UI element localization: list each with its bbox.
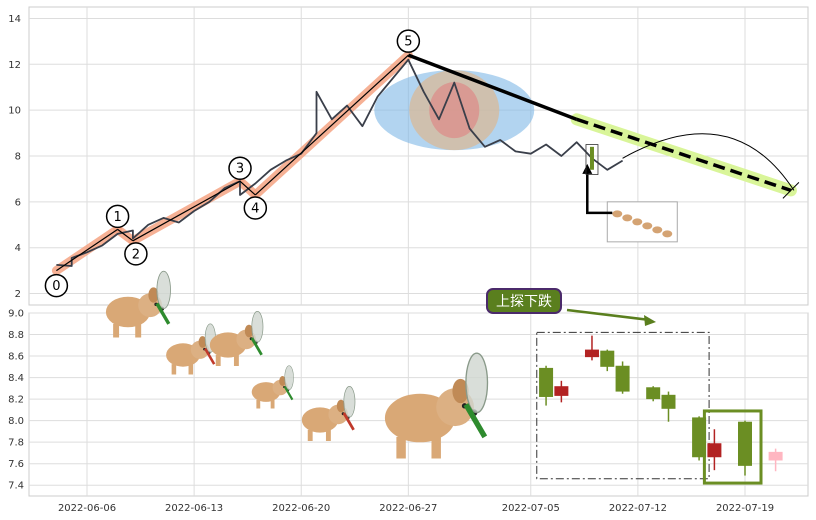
candle-ytick-label: 8.0 bbox=[8, 416, 24, 427]
dog-bottle bbox=[250, 337, 263, 356]
dog-ear bbox=[452, 378, 469, 404]
wave-line bbox=[239, 180, 256, 196]
date-tick-label: 2022-07-19 bbox=[716, 503, 774, 514]
candle-ytick-label: 8.4 bbox=[8, 373, 24, 384]
date-tick-label: 2022-07-12 bbox=[609, 503, 667, 514]
candle-ytick-label: 8.8 bbox=[8, 330, 24, 341]
candle-ytick-label: 7.4 bbox=[8, 481, 24, 492]
wave-line bbox=[56, 228, 118, 272]
price-ytick-label: 2 bbox=[15, 289, 21, 300]
wave-marker bbox=[44, 273, 69, 298]
dog-ear bbox=[148, 287, 159, 303]
dog-bottle bbox=[203, 347, 216, 365]
date-tick-label: 2022-06-27 bbox=[379, 503, 437, 514]
projection-arc bbox=[622, 133, 795, 191]
candle-body bbox=[539, 367, 554, 397]
dog-icon bbox=[209, 311, 264, 366]
candle-body bbox=[661, 394, 676, 409]
wave-marker bbox=[124, 242, 148, 266]
dog-ear bbox=[244, 324, 254, 338]
inset-dog-icon bbox=[652, 226, 663, 234]
dog-bottle bbox=[283, 385, 294, 401]
inset-dog-icon bbox=[622, 214, 633, 222]
inset-arrow bbox=[586, 168, 613, 215]
candle-body bbox=[584, 349, 599, 358]
candle-body bbox=[707, 443, 722, 458]
wave-label: 2 bbox=[132, 247, 140, 262]
wave-label: 3 bbox=[236, 162, 244, 177]
price-ytick-label: 14 bbox=[8, 14, 21, 25]
price-ytick-label: 10 bbox=[8, 106, 21, 117]
date-tick-label: 2022-07-05 bbox=[502, 503, 560, 514]
candle-ytick-label: 7.8 bbox=[8, 438, 24, 449]
mini-candle-box bbox=[585, 144, 599, 175]
wave-line bbox=[117, 228, 134, 242]
decorations bbox=[105, 270, 489, 459]
highlight-box bbox=[702, 409, 763, 485]
annotation-arrow bbox=[566, 308, 651, 322]
dog-ear bbox=[279, 376, 286, 386]
dog-icon bbox=[384, 352, 489, 459]
wave-line bbox=[254, 54, 409, 196]
dog-icon bbox=[251, 365, 294, 409]
dog-wing bbox=[156, 270, 171, 310]
candle-body bbox=[738, 421, 752, 466]
candle-body bbox=[692, 417, 707, 458]
wave-marker bbox=[243, 196, 268, 220]
dog-icon bbox=[166, 323, 216, 375]
wave-marker bbox=[396, 29, 421, 53]
zone-ellipse-pink bbox=[429, 82, 480, 139]
price-line bbox=[56, 58, 624, 267]
date-tick-label: 2022-06-20 bbox=[272, 503, 330, 514]
wave-label: 4 bbox=[251, 201, 259, 216]
dog-icon bbox=[301, 386, 356, 441]
date-tick-label: 2022-06-06 bbox=[58, 503, 116, 514]
price-ytick-label: 4 bbox=[15, 243, 21, 254]
wave-line bbox=[132, 180, 241, 242]
inset-dog-icon bbox=[632, 218, 643, 226]
dog-ear bbox=[198, 336, 207, 348]
candle-body bbox=[646, 387, 661, 400]
candle-body bbox=[615, 365, 630, 392]
annotation-badge bbox=[486, 288, 562, 314]
candle-ytick-label: 7.6 bbox=[8, 459, 24, 470]
dog-wing bbox=[465, 352, 489, 414]
candle-body bbox=[600, 350, 615, 367]
dog-ear bbox=[336, 399, 346, 413]
annotation-label: 上探下跌 bbox=[496, 294, 552, 310]
candle-body bbox=[768, 451, 783, 461]
dog-wing bbox=[284, 365, 294, 391]
forecast-solid-line bbox=[407, 53, 578, 121]
date-tick-label: 2022-06-13 bbox=[165, 503, 223, 514]
candle-ytick-label: 9.0 bbox=[8, 309, 24, 320]
annotation-arrowhead bbox=[644, 315, 656, 326]
wave-label: 1 bbox=[113, 210, 121, 225]
price-ytick-label: 8 bbox=[15, 152, 21, 163]
dog-bottle bbox=[342, 412, 355, 431]
projection-tick bbox=[782, 182, 800, 199]
price-ytick-label: 6 bbox=[15, 197, 21, 208]
candle-ytick-label: 8.6 bbox=[8, 352, 24, 363]
candle-body bbox=[554, 386, 569, 396]
dog-bottle bbox=[463, 403, 488, 439]
pattern-box bbox=[536, 331, 710, 480]
inset-arrowhead bbox=[582, 163, 593, 174]
wave-label: 0 bbox=[52, 279, 60, 294]
wave-marker bbox=[105, 204, 130, 229]
dog-wing bbox=[343, 386, 356, 418]
dog-wing bbox=[251, 311, 264, 343]
inset-dog-icon bbox=[642, 222, 653, 230]
wave-marker bbox=[228, 156, 252, 180]
inset-dog-icon bbox=[662, 230, 673, 238]
price-ytick-label: 12 bbox=[8, 60, 21, 71]
inset-dog-icon bbox=[612, 210, 623, 218]
candle-ytick-label: 8.2 bbox=[8, 395, 24, 406]
dog-bottle bbox=[155, 302, 171, 325]
wave-label: 5 bbox=[404, 35, 412, 50]
forecast-dashed-line bbox=[576, 117, 792, 193]
dog-icon bbox=[105, 270, 171, 338]
candlestick-panel: 2022-06-06 2022-06-13 2022-06-20 2022-06-27… bbox=[8, 288, 809, 514]
